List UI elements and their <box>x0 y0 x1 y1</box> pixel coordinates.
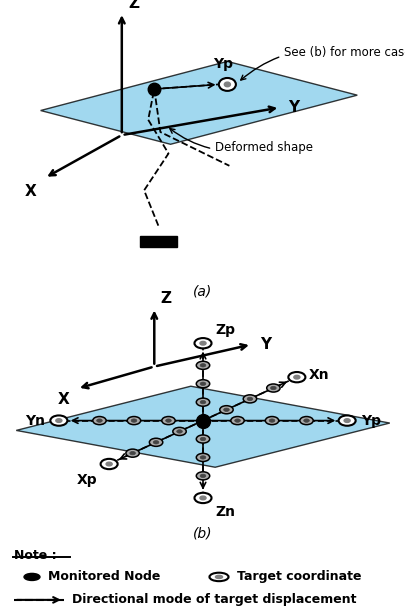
Circle shape <box>173 427 186 435</box>
Circle shape <box>194 338 211 348</box>
Circle shape <box>230 416 244 425</box>
Circle shape <box>127 416 140 425</box>
Polygon shape <box>140 236 176 247</box>
Text: Xn: Xn <box>308 368 329 382</box>
Text: Deformed shape: Deformed shape <box>169 128 312 154</box>
Circle shape <box>269 419 274 422</box>
Text: Directional mode of target displacement: Directional mode of target displacement <box>72 593 356 607</box>
Circle shape <box>196 379 209 388</box>
Text: Zp: Zp <box>215 323 234 337</box>
Circle shape <box>93 416 106 425</box>
Polygon shape <box>16 386 389 467</box>
Text: X: X <box>57 392 69 407</box>
Circle shape <box>288 372 305 383</box>
Circle shape <box>265 416 278 425</box>
Circle shape <box>196 361 209 370</box>
Circle shape <box>153 441 158 444</box>
Circle shape <box>243 395 256 403</box>
Text: Yp: Yp <box>213 56 233 71</box>
Circle shape <box>200 363 205 367</box>
Circle shape <box>200 496 205 500</box>
Text: Xp: Xp <box>76 473 97 487</box>
Text: Note :: Note : <box>14 549 57 562</box>
Circle shape <box>196 472 209 480</box>
Text: Zn: Zn <box>215 505 234 519</box>
Circle shape <box>303 419 309 422</box>
Circle shape <box>165 419 171 422</box>
Circle shape <box>247 397 252 400</box>
Circle shape <box>293 375 299 379</box>
Text: Y: Y <box>259 337 270 352</box>
Circle shape <box>100 459 117 469</box>
Circle shape <box>234 419 240 422</box>
Polygon shape <box>40 61 356 144</box>
Text: Z: Z <box>160 292 171 306</box>
Circle shape <box>149 438 162 446</box>
Text: Monitored Node: Monitored Node <box>48 570 160 583</box>
Text: Z: Z <box>128 0 139 10</box>
Text: (b): (b) <box>193 527 212 540</box>
Circle shape <box>266 384 279 392</box>
Circle shape <box>209 573 228 581</box>
Circle shape <box>56 419 62 422</box>
Text: Yn: Yn <box>25 414 45 427</box>
Circle shape <box>96 419 102 422</box>
Circle shape <box>196 453 209 462</box>
Circle shape <box>130 451 135 455</box>
Text: Y: Y <box>288 100 298 115</box>
Circle shape <box>131 419 136 422</box>
Circle shape <box>224 82 230 87</box>
Circle shape <box>343 419 350 422</box>
Circle shape <box>24 573 40 580</box>
Circle shape <box>200 474 205 478</box>
Circle shape <box>50 416 67 426</box>
Text: X: X <box>25 184 36 199</box>
Circle shape <box>218 78 235 91</box>
Circle shape <box>219 406 232 414</box>
Circle shape <box>200 382 205 386</box>
Circle shape <box>338 416 355 426</box>
Text: Target coordinate: Target coordinate <box>237 570 360 583</box>
Circle shape <box>196 435 209 443</box>
Circle shape <box>270 386 275 390</box>
Text: (a): (a) <box>193 285 212 298</box>
Circle shape <box>126 449 139 457</box>
Circle shape <box>194 493 211 503</box>
Circle shape <box>299 416 313 425</box>
Circle shape <box>196 398 209 406</box>
Circle shape <box>200 437 205 441</box>
Text: Yp: Yp <box>360 414 380 427</box>
Circle shape <box>161 416 175 425</box>
Circle shape <box>200 341 205 345</box>
Circle shape <box>215 575 222 578</box>
Circle shape <box>106 462 112 466</box>
Circle shape <box>200 400 205 404</box>
Circle shape <box>200 456 205 459</box>
Text: See (b) for more cases: See (b) for more cases <box>240 45 405 80</box>
Circle shape <box>223 408 229 411</box>
Circle shape <box>176 430 182 433</box>
